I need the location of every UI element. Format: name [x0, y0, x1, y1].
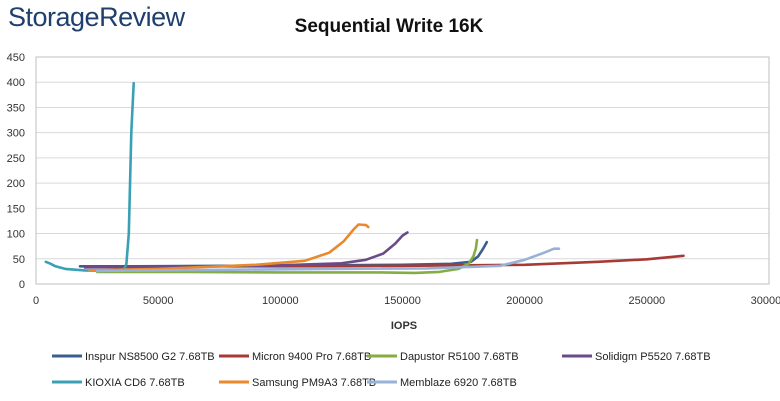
- y-tick-label: 50: [13, 254, 25, 266]
- legend-label: Dapustor R5100 7.68TB: [400, 351, 519, 363]
- series-line-4: [83, 231, 409, 269]
- legend-label: Inspur NS8500 G2 7.68TB: [85, 351, 215, 363]
- y-tick-label: 0: [19, 279, 25, 291]
- series-layer: [44, 81, 685, 275]
- y-tick-label: 200: [7, 178, 25, 190]
- y-tick-label: 350: [7, 102, 25, 114]
- y-tick-label: 150: [7, 203, 25, 215]
- x-tick-label: 200000: [506, 295, 543, 307]
- series-line-3: [95, 238, 479, 275]
- y-tick-label: 450: [7, 52, 25, 64]
- series-line-6: [88, 223, 370, 272]
- y-tick-label: 400: [7, 77, 25, 89]
- y-tick-label: 300: [7, 128, 25, 140]
- brand-logo-part2: Review: [99, 2, 185, 32]
- chart-title: Sequential Write 16K: [295, 16, 484, 37]
- legend-label: KIOXIA CD6 7.68TB: [85, 377, 185, 389]
- series-line-5: [44, 81, 135, 273]
- plot-area: [35, 56, 770, 285]
- brand-logo-part1: Storage: [8, 2, 100, 32]
- legend-label: Samsung PM9A3 7.68TB: [252, 377, 376, 389]
- legend-label: Memblaze 6920 7.68TB: [400, 377, 517, 389]
- x-tick-label: 0: [33, 295, 39, 307]
- y-axis: 0 50 100 150 200 250 300 350 400 450: [7, 52, 25, 291]
- y-tick-label: 250: [7, 153, 25, 165]
- legend: Inspur NS8500 G2 7.68TB Micron 9400 Pro 7…: [52, 351, 711, 389]
- series-line-2: [88, 254, 685, 269]
- x-tick-label: 50000: [143, 295, 174, 307]
- x-axis: 0 50000 100000 150000 200000 250000 300000: [33, 295, 780, 307]
- legend-label: Solidigm P5520 7.68TB: [595, 351, 711, 363]
- x-axis-title: IOPS: [391, 320, 417, 332]
- x-tick-label: 150000: [384, 295, 421, 307]
- series-line-7: [95, 247, 561, 273]
- legend-label: Micron 9400 Pro 7.68TB: [252, 351, 371, 363]
- gridlines: [36, 56, 769, 285]
- x-tick-label: 100000: [262, 295, 299, 307]
- y-tick-label: 100: [7, 229, 25, 241]
- x-tick-label: 300000: [751, 295, 780, 307]
- brand-logo: StorageReview: [8, 2, 185, 33]
- x-tick-label: 250000: [628, 295, 665, 307]
